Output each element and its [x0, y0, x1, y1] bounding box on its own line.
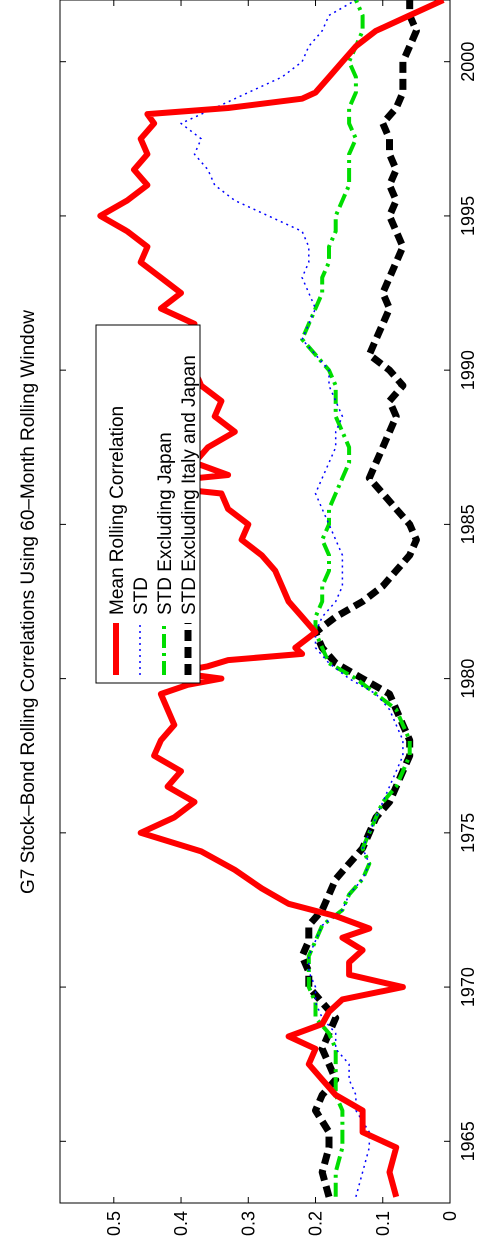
- legend: Mean Rolling Correlation STD STD Excluding…: [95, 324, 201, 684]
- y-tick-label: 0.5: [104, 1211, 124, 1236]
- legend-box: [95, 324, 201, 684]
- x-tick-label: 2000: [458, 42, 478, 82]
- y-tick-label: 0.4: [171, 1211, 191, 1236]
- series-line-0: [97, 0, 445, 1198]
- series-line-3: [298, 0, 420, 1198]
- x-tick-label: 1970: [458, 967, 478, 1007]
- series-line-2: [300, 0, 412, 1197]
- chart-title: G7 Stock–Bond Rolling Correlations Using…: [18, 310, 39, 894]
- y-tick-label: 0.2: [306, 1211, 326, 1236]
- plot-area: [59, 0, 451, 1204]
- x-tick-label: 1995: [458, 196, 478, 236]
- x-tick-label: 1975: [458, 813, 478, 853]
- legend-label-2: STD Excluding Japan: [155, 432, 176, 615]
- y-axis: 0 0.1 0.2 0.3 0.4 0.5: [104, 0, 460, 1236]
- series-layer: [97, 0, 445, 1198]
- x-axis: 1965 1970 1975 1980 1985 1990 1995 2000: [60, 42, 478, 1161]
- legend-label-1: STD: [131, 577, 152, 615]
- x-tick-label: 1990: [458, 350, 478, 390]
- legend-label-0: Mean Rolling Correlation: [107, 406, 128, 615]
- x-tick-label: 1980: [458, 659, 478, 699]
- series-line-1: [180, 0, 404, 1197]
- x-tick-label: 1965: [458, 1121, 478, 1161]
- y-tick-label: 0: [440, 1211, 460, 1221]
- x-tick-label: 1985: [458, 504, 478, 544]
- y-tick-label: 0.1: [373, 1211, 393, 1236]
- y-tick-label: 0.3: [238, 1211, 258, 1236]
- legend-label-3: STD Excluding Italy and Japan: [179, 355, 200, 615]
